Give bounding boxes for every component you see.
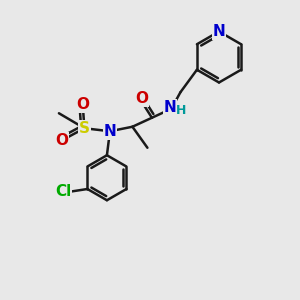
Text: O: O [135, 91, 148, 106]
Text: H: H [176, 104, 186, 117]
Text: N: N [103, 124, 116, 139]
Text: O: O [76, 97, 89, 112]
Text: O: O [55, 133, 68, 148]
Text: S: S [79, 121, 90, 136]
Text: Cl: Cl [55, 184, 72, 200]
Text: N: N [164, 100, 176, 115]
Text: N: N [213, 24, 225, 39]
